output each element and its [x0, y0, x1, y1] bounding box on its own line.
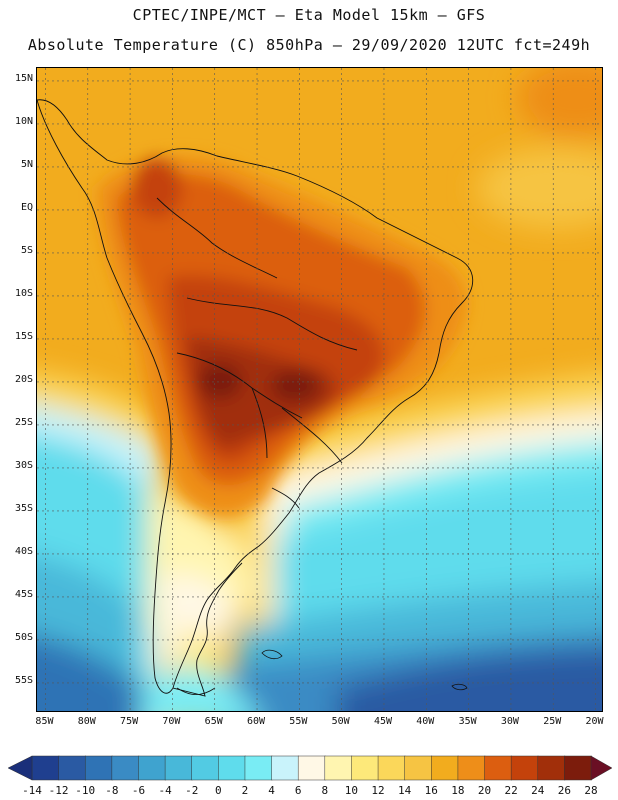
- colorbar-tick-label: -12: [48, 784, 69, 797]
- colorbar-swatch: [111, 755, 140, 781]
- colorbar-tick-label: 8: [321, 784, 329, 797]
- map-plot[interactable]: [36, 67, 603, 712]
- colorbar-tick-label: 6: [294, 784, 302, 797]
- longitude-tick-label: 65W: [204, 716, 223, 727]
- header-title-line2: Absolute Temperature (C) 850hPa – 29/09/…: [27, 36, 591, 54]
- longitude-tick-label: 50W: [331, 716, 350, 727]
- colorbar-swatch: [138, 755, 166, 781]
- latitude-tick-label: 25S: [14, 416, 33, 428]
- colorbar-tick-label: -2: [185, 784, 199, 797]
- colorbar-over-arrow: [590, 755, 613, 781]
- longitude-tick-label: 35W: [458, 716, 477, 727]
- latitude-tick-label: 40S: [14, 545, 33, 557]
- colorbar-tick-label: 22: [504, 784, 518, 797]
- colorbar-tick-label: 0: [215, 784, 222, 797]
- colorbar-swatch: [484, 755, 512, 781]
- latitude-tick-label: 15S: [14, 330, 33, 342]
- latitude-tick-label: 5S: [20, 244, 33, 256]
- latitude-tick-label: 30S: [14, 459, 33, 471]
- longitude-tick-label: 40W: [416, 716, 435, 727]
- latitude-tick-label: 10S: [14, 287, 33, 299]
- colorbar-swatch: [404, 755, 433, 781]
- longitude-tick-label: 45W: [373, 716, 392, 727]
- colorbar-tick-label: 28: [584, 784, 598, 797]
- longitude-tick-label: 30W: [500, 716, 519, 727]
- colorbar-tick-label: -8: [105, 784, 119, 797]
- longitude-tick-label: 80W: [77, 716, 96, 727]
- coastlines: [37, 99, 474, 697]
- colorbar-swatch: [537, 755, 566, 781]
- colorbar-tick-label: 2: [241, 784, 249, 797]
- colorbar-tick-label: 16: [424, 784, 438, 797]
- longitude-tick-label: 70W: [162, 716, 181, 727]
- colorbar-swatch: [377, 755, 406, 781]
- colorbar-tick-label: -14: [22, 784, 42, 797]
- temperature-map: [37, 68, 602, 711]
- longitude-tick-label: 20W: [585, 716, 604, 727]
- colorbar-tick-label: 14: [398, 784, 412, 797]
- longitude-tick-label: 55W: [289, 716, 308, 727]
- longitude-tick-label: 60W: [246, 716, 266, 727]
- latitude-tick-label: 5N: [20, 158, 33, 170]
- colorbar-swatch: [351, 755, 379, 781]
- colorbar-swatch: [510, 755, 539, 781]
- colorbar-tick-label: 26: [557, 784, 571, 797]
- colorbar-swatch: [564, 755, 592, 781]
- colorbar-swatch: [431, 755, 459, 781]
- colorbar-swatch: [271, 755, 299, 781]
- latitude-tick-label: 20S: [14, 373, 33, 385]
- colorbar-tick-label: 12: [371, 784, 385, 797]
- colorbar-tick-label: -4: [158, 784, 172, 797]
- colorbar: [7, 755, 613, 781]
- colorbar-swatch: [31, 755, 60, 781]
- colorbar-tick-label: 20: [477, 784, 492, 797]
- header-title-line1: CPTEC/INPE/MCT – Eta Model 15km – GFS: [132, 6, 486, 24]
- colorbar-swatch: [244, 755, 273, 781]
- longitude-tick-label: 85W: [35, 716, 54, 727]
- latitude-tick-label: EQ: [20, 201, 33, 213]
- colorbar-swatch: [457, 755, 486, 781]
- colorbar-tick-label: 24: [531, 784, 545, 797]
- colorbar-swatch: [191, 755, 220, 781]
- latitude-tick-label: 50S: [14, 631, 33, 643]
- latitude-tick-label: 15N: [14, 72, 33, 84]
- colorbar-swatch: [58, 755, 86, 781]
- longitude-tick-label: 25W: [543, 716, 562, 727]
- colorbar-tick-label: 10: [344, 784, 359, 797]
- latitude-tick-label: 45S: [14, 588, 33, 600]
- colorbar-tick-label: 4: [268, 784, 275, 797]
- colorbar-under-arrow: [7, 755, 33, 781]
- latitude-tick-label: 10N: [14, 115, 33, 127]
- colorbar-swatch: [164, 755, 193, 781]
- longitude-tick-label: 75W: [120, 716, 139, 727]
- colorbar-swatch: [84, 755, 113, 781]
- colorbar-tick-label: -10: [75, 784, 96, 797]
- colorbar-swatch: [218, 755, 246, 781]
- latitude-tick-label: 35S: [14, 502, 33, 514]
- latitude-tick-label: 55S: [14, 674, 33, 686]
- colorbar-tick-label: 18: [451, 784, 465, 797]
- colorbar-tick-label: -6: [131, 784, 146, 797]
- colorbar-swatch: [324, 755, 353, 781]
- colorbar-swatch: [297, 755, 326, 781]
